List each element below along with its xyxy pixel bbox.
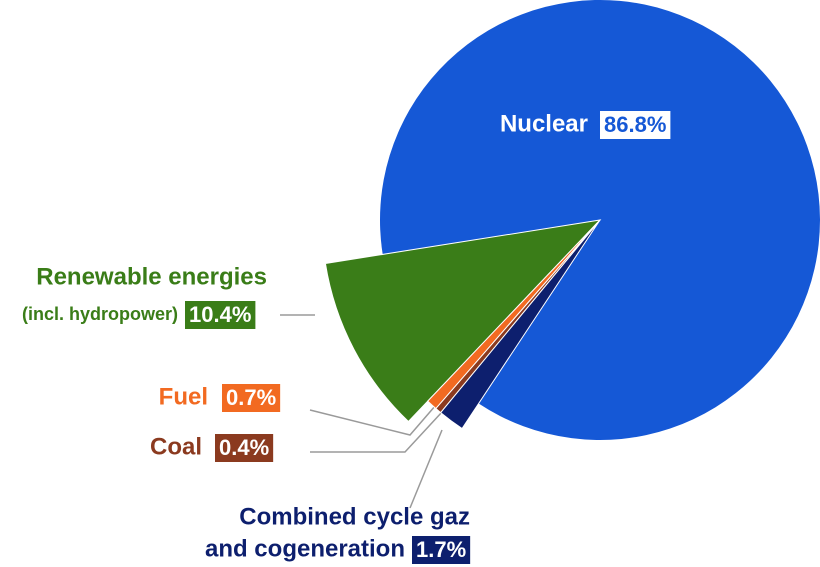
- pie-slice: [324, 219, 602, 423]
- value-label: 10.4%: [189, 302, 251, 327]
- leader-lines: [280, 314, 443, 509]
- leader-line: [409, 429, 443, 509]
- leader-line: [310, 411, 443, 453]
- value-label: 1.7%: [416, 537, 466, 562]
- category-label: and cogeneration: [205, 535, 405, 562]
- value-label-box: [412, 536, 471, 564]
- category-label: Fuel: [159, 383, 208, 410]
- category-label: Coal: [150, 433, 202, 460]
- value-label-box: [215, 434, 274, 462]
- value-label-box: [222, 384, 281, 412]
- pie-slice: [439, 219, 601, 430]
- value-label-box: [185, 301, 256, 329]
- category-label: Nuclear: [500, 110, 588, 137]
- value-label: 0.7%: [226, 385, 276, 410]
- value-label-box: [600, 111, 671, 139]
- value-label: 0.4%: [219, 435, 269, 460]
- value-label: 86.8%: [604, 112, 666, 137]
- category-label: Combined cycle gaz: [239, 503, 470, 530]
- leader-line: [309, 397, 443, 436]
- category-label: (incl. hydropower): [22, 304, 178, 324]
- category-label: Renewable energies: [36, 263, 267, 290]
